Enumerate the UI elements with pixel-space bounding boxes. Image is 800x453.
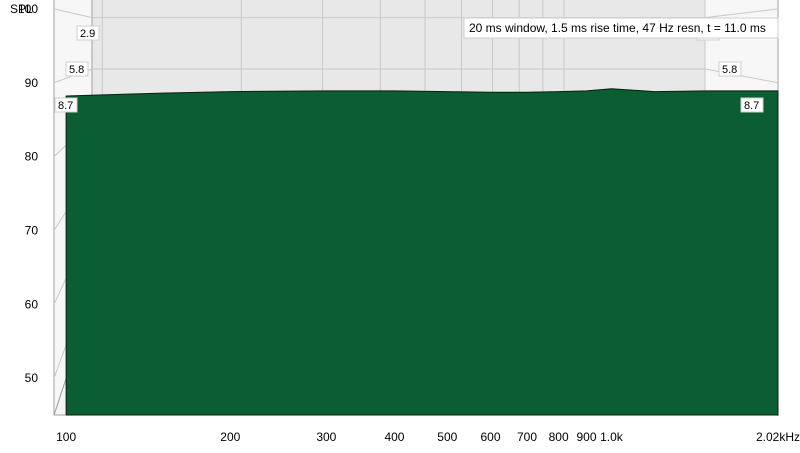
info-box: 20 ms window, 1.5 ms rise time, 47 Hz re…: [463, 17, 779, 39]
time-tick-left-label: 5.8: [69, 64, 84, 76]
left-wall-gridline: [53, 8, 93, 19]
y-axis-label: SPL: [10, 2, 33, 16]
time-tick-right-box: [718, 61, 742, 77]
time-tick-left-box: [65, 61, 89, 77]
decay-slice: [65, 88, 779, 416]
x-tick-label: 300: [316, 430, 336, 444]
x-tick-label: 100: [56, 430, 76, 444]
decay-slices: [65, 88, 779, 416]
time-tick-left-box: [76, 25, 100, 41]
time-tick-left-box: [54, 97, 78, 113]
x-tick-label: 800: [549, 430, 569, 444]
info-box-text: 20 ms window, 1.5 ms rise time, 47 Hz re…: [469, 21, 766, 35]
y-tick-label: 50: [25, 371, 39, 385]
x-tick-label: 200: [220, 430, 240, 444]
x-tick-label: 1.0k: [600, 430, 624, 444]
y-tick-label: 60: [25, 297, 39, 311]
x-tick-label: 600: [480, 430, 500, 444]
x-tick-label: 2.02kHz: [756, 430, 800, 444]
time-tick-right-label: 5.8: [722, 64, 737, 76]
time-tick-left-label: 8.7: [58, 100, 73, 112]
time-tick-right-box: [740, 97, 764, 113]
time-tick-left-label: 2.9: [80, 28, 95, 40]
y-tick-label: 80: [25, 150, 39, 164]
x-tick-label: 700: [517, 430, 537, 444]
info-box-background: [463, 17, 779, 39]
x-tick-label: 500: [437, 430, 457, 444]
right-wall-gridline: [704, 8, 779, 19]
axes: 100 200 300 400 500 600 700 800 900 1.0k 2.02kHz 50…: [18, 2, 800, 444]
time-tick-right-label: 8.7: [744, 100, 759, 112]
x-tick-label: 900: [577, 430, 597, 444]
x-tick-label: 400: [384, 430, 404, 444]
y-tick-label: 70: [25, 223, 39, 237]
y-tick-label: 90: [25, 76, 39, 90]
y-tick-label: 100: [18, 2, 38, 16]
